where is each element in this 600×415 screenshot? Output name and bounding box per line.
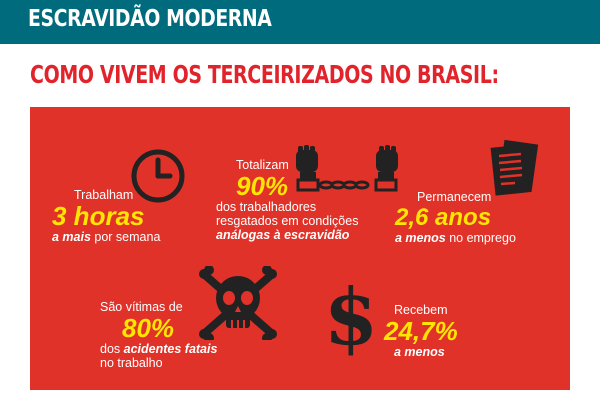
stat-pay-emph: a menos <box>394 345 445 359</box>
clock-icon <box>131 149 185 203</box>
title-banner: ESCRAVIDÃO MODERNA <box>0 0 600 44</box>
stat-pay-value: 24,7% <box>384 316 458 346</box>
stat-hours-desc: a mais por semana <box>52 230 160 244</box>
stat-accidents-pre: São vítimas de <box>100 300 183 314</box>
stat-tenure-pre: Permanecem <box>417 190 492 204</box>
stat-tenure-post: no emprego <box>445 231 516 245</box>
stat-rescued-emph: análogas à escravidão <box>216 228 350 242</box>
stat-lower-pay: Recebem 24,7% a menos <box>384 303 458 359</box>
chained-fists-icon <box>296 145 398 192</box>
stat-accidents-line2: no trabalho <box>100 356 163 370</box>
stat-extra-hours: Trabalham 3 horas a mais por semana <box>52 188 160 244</box>
stat-accidents-emph: acidentes fatais <box>123 342 218 356</box>
stat-tenure-value: 2,6 anos <box>395 204 492 231</box>
stat-accidents-line1: dos <box>100 342 124 356</box>
stat-hours-value: 3 horas <box>52 201 145 231</box>
stat-rescued-pre: Totalizam <box>236 158 289 172</box>
stat-tenure: Permanecem 2,6 anos a menos no emprego <box>395 190 516 245</box>
stat-rescued-line2: resgatados em condições <box>216 214 359 228</box>
stat-accidents-desc: dos acidentes fatais <box>100 342 217 356</box>
stat-fatal-accidents: São vítimas de 80% dos acidentes fatais … <box>100 300 217 370</box>
banner-title: ESCRAVIDÃO MODERNA <box>28 6 272 32</box>
document-icon <box>490 139 539 196</box>
stat-hours-pre: Trabalham <box>74 188 134 202</box>
skull-crossbones-icon <box>199 266 277 340</box>
stat-hours-emph: a mais <box>52 230 91 244</box>
headline: COMO VIVEM OS TERCEIRIZADOS NO BRASIL: <box>30 60 499 89</box>
stat-tenure-emph: a menos <box>395 231 446 245</box>
stat-pay-pre: Recebem <box>394 303 448 317</box>
stat-hours-post: por semana <box>90 230 161 244</box>
stat-accidents-value: 80% <box>122 313 175 343</box>
stat-tenure-desc: a menos no emprego <box>395 231 516 245</box>
stat-rescued-line1: dos trabalhadores <box>216 200 317 214</box>
stat-rescued-value: 90% <box>236 171 289 201</box>
dollar-sign-icon: $ <box>323 272 379 363</box>
stat-rescued-workers: Totalizam 90% dos trabalhadores resgatad… <box>216 158 358 242</box>
